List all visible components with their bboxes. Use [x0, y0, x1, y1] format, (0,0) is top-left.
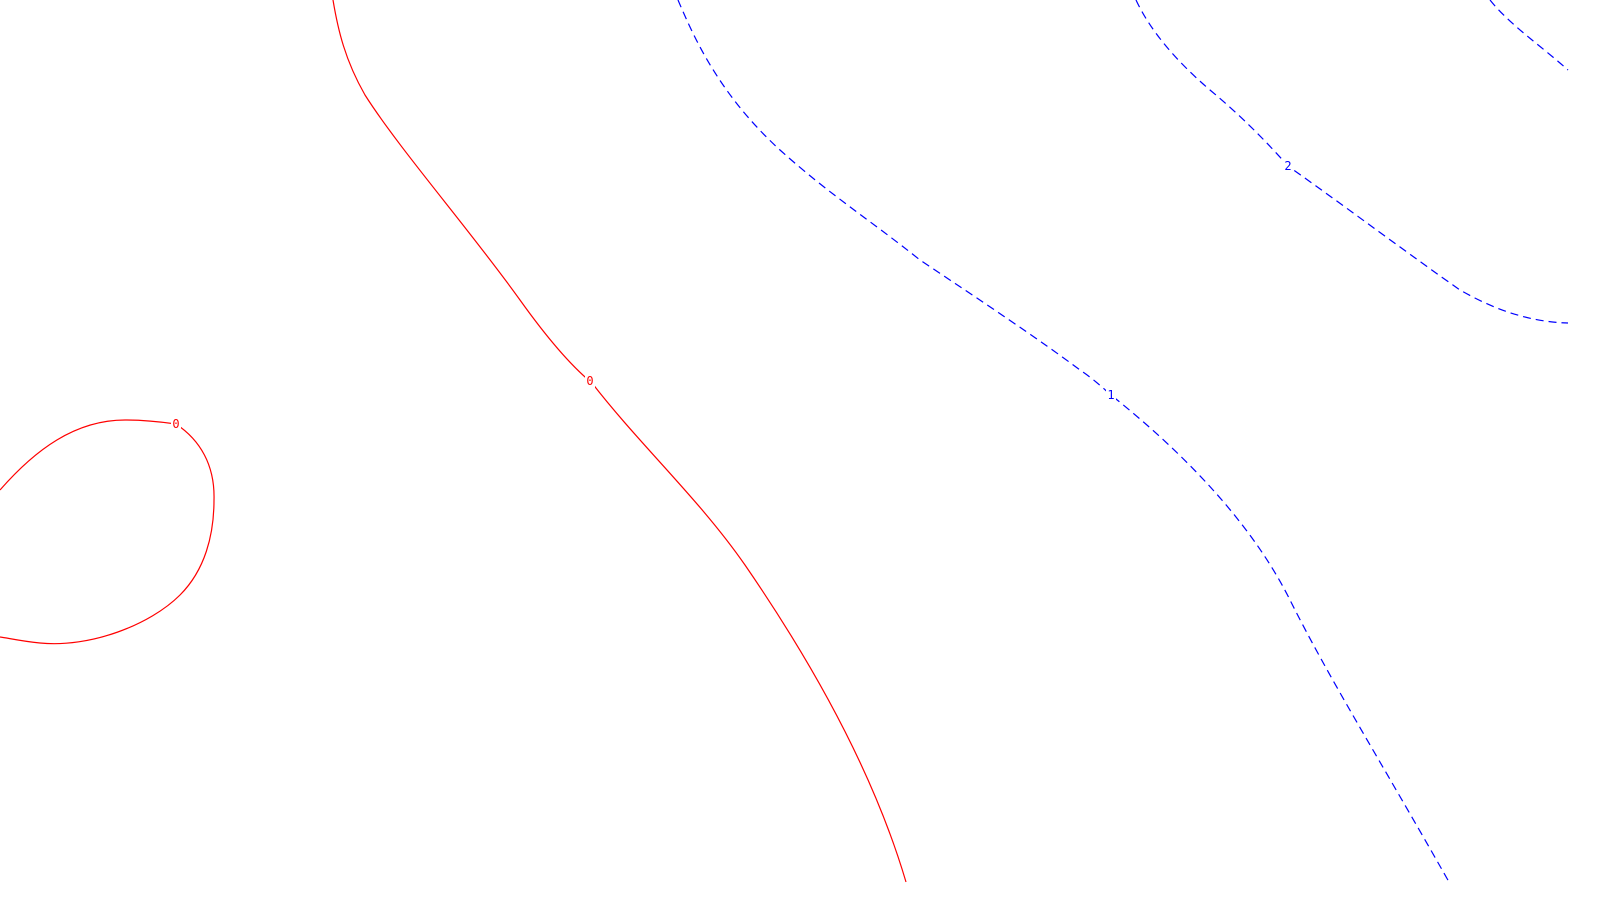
contour-label-background — [1106, 388, 1116, 402]
contour-line-level-2-two — [1135, 0, 1569, 324]
contour-label-zero-upper: 0 — [586, 374, 593, 388]
contours-layer — [0, 0, 1569, 883]
contour-label-background — [1283, 159, 1293, 173]
contour-line-level-3-three — [1489, 0, 1569, 71]
contour-line-level-1-one — [677, 0, 1450, 883]
contour-line-level-0-zero-upper — [332, 0, 907, 883]
labels-layer: 0 0 1 2 — [171, 159, 1293, 431]
contour-label-background — [171, 417, 181, 431]
contour-label-one: 1 — [1107, 388, 1114, 402]
contour-line-level-0-zero-lower — [0, 419, 215, 645]
contour-label-background — [585, 374, 595, 388]
contour-label-two: 2 — [1284, 159, 1291, 173]
contour-label-zero-lower: 0 — [172, 417, 179, 431]
